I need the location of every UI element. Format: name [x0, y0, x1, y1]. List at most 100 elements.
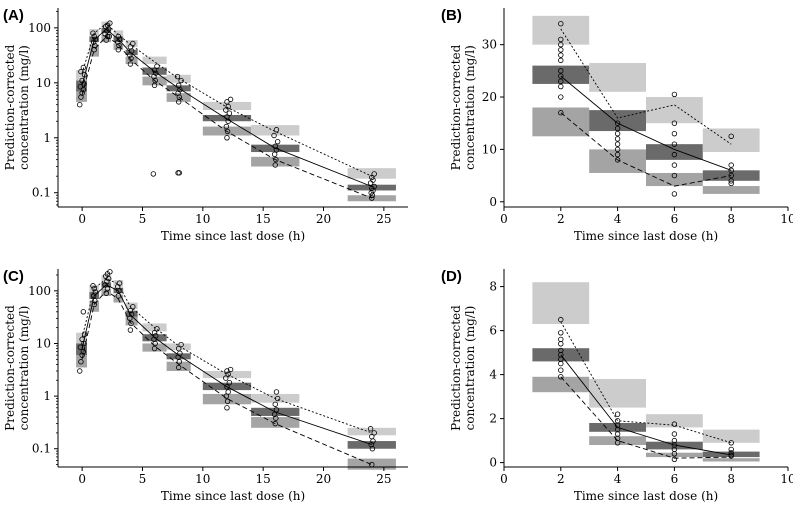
observation-point — [558, 21, 564, 27]
observation-point — [558, 336, 564, 343]
observation-point — [223, 375, 229, 381]
observation-point — [614, 130, 621, 137]
p5-prediction-box — [347, 195, 396, 202]
p50-prediction-box — [702, 451, 760, 458]
p5-prediction-box — [76, 89, 87, 102]
p95-prediction-box — [347, 427, 396, 436]
observation-point — [614, 411, 621, 417]
observation-point — [558, 73, 564, 79]
observation-point — [104, 285, 111, 292]
observation-point — [728, 450, 734, 456]
panel-label: (B) — [441, 7, 462, 24]
observation-point — [558, 330, 564, 336]
observation-point — [227, 366, 234, 373]
observation-point — [671, 456, 678, 462]
observation-point — [80, 348, 87, 355]
panel-label: (A) — [3, 7, 24, 24]
observation-point — [92, 42, 98, 49]
y-tick-label: 0 — [489, 195, 497, 209]
y-tick-label: 1 — [43, 389, 51, 403]
observation-point — [104, 278, 110, 285]
observation-point — [558, 341, 564, 347]
observation-point — [558, 57, 564, 64]
observation-point — [728, 162, 734, 168]
p95-prediction-box — [113, 280, 124, 287]
x-tick-label: 5 — [139, 212, 147, 226]
observed-p50-line — [560, 354, 732, 456]
x-axis-label: Time since last dose (h) — [574, 489, 718, 503]
observation-point — [671, 91, 678, 98]
observation-point — [728, 172, 734, 179]
p95-prediction-box — [532, 282, 590, 324]
y-tick-label: 1 — [43, 131, 51, 145]
p95-prediction-box — [702, 429, 760, 443]
observation-point — [272, 420, 278, 427]
observation-point — [274, 138, 281, 145]
observation-point — [106, 33, 112, 40]
observation-point — [178, 77, 184, 84]
observation-point — [371, 183, 377, 190]
observation-point — [671, 437, 678, 444]
observed-p95-line — [560, 28, 732, 145]
x-tick-label: 20 — [316, 472, 331, 486]
observation-point — [226, 110, 233, 116]
observation-point — [175, 345, 182, 352]
p95-prediction-box — [251, 125, 300, 136]
observation-point — [671, 421, 678, 427]
x-tick-label: 4 — [614, 472, 622, 486]
observation-point — [91, 285, 97, 292]
p95-prediction-box — [76, 332, 87, 344]
p5-prediction-box — [89, 44, 100, 57]
observation-point — [614, 136, 621, 142]
x-tick-label: 0 — [500, 212, 508, 226]
observation-point — [154, 63, 160, 69]
observed-p5-line — [560, 376, 732, 459]
y-tick-label: 10 — [36, 76, 51, 90]
observation-point — [369, 195, 375, 201]
observation-point — [175, 364, 182, 371]
p50-prediction-box — [702, 170, 760, 181]
p5-prediction-box — [347, 458, 396, 470]
p5-prediction-box — [113, 43, 124, 50]
p50-prediction-box — [532, 65, 590, 84]
p50-prediction-box — [125, 49, 138, 56]
observation-point — [115, 293, 122, 299]
observation-point — [224, 135, 230, 141]
x-tick-label: 6 — [671, 212, 679, 226]
observation-point — [130, 303, 136, 310]
p50-prediction-box — [166, 353, 191, 360]
y-tick-label: 0.1 — [32, 442, 51, 456]
x-axis-label: Time since last dose (h) — [574, 229, 718, 243]
p5-prediction-box — [142, 343, 167, 352]
observation-point — [614, 151, 621, 158]
p5-prediction-box — [702, 186, 760, 194]
observation-point — [226, 379, 233, 386]
observation-point — [175, 82, 182, 89]
observation-point — [671, 130, 678, 137]
p95-prediction-box — [125, 40, 138, 47]
observation-point — [558, 94, 564, 100]
p5-prediction-box — [702, 458, 760, 462]
observation-point — [614, 141, 621, 147]
observed-p50-line — [560, 75, 732, 171]
observation-point — [558, 36, 564, 43]
observation-point — [369, 433, 375, 440]
observation-point — [176, 170, 182, 176]
observation-point — [558, 374, 564, 380]
y-tick-label: 8 — [489, 280, 497, 294]
x-tick-label: 15 — [256, 472, 271, 486]
observation-point — [78, 68, 84, 75]
y-tick-label: 100 — [28, 284, 51, 298]
observation-point — [92, 297, 98, 304]
observation-point — [273, 127, 280, 133]
observation-point — [367, 426, 374, 432]
p50-prediction-box — [347, 441, 396, 449]
observation-point — [558, 367, 564, 373]
x-tick-label: 25 — [376, 212, 391, 226]
observation-point — [224, 114, 230, 120]
x-tick-label: 8 — [727, 212, 735, 226]
observed-p5-line — [81, 290, 372, 466]
x-tick-label: 20 — [316, 212, 331, 226]
observation-point — [127, 327, 134, 333]
x-tick-label: 0 — [500, 472, 508, 486]
